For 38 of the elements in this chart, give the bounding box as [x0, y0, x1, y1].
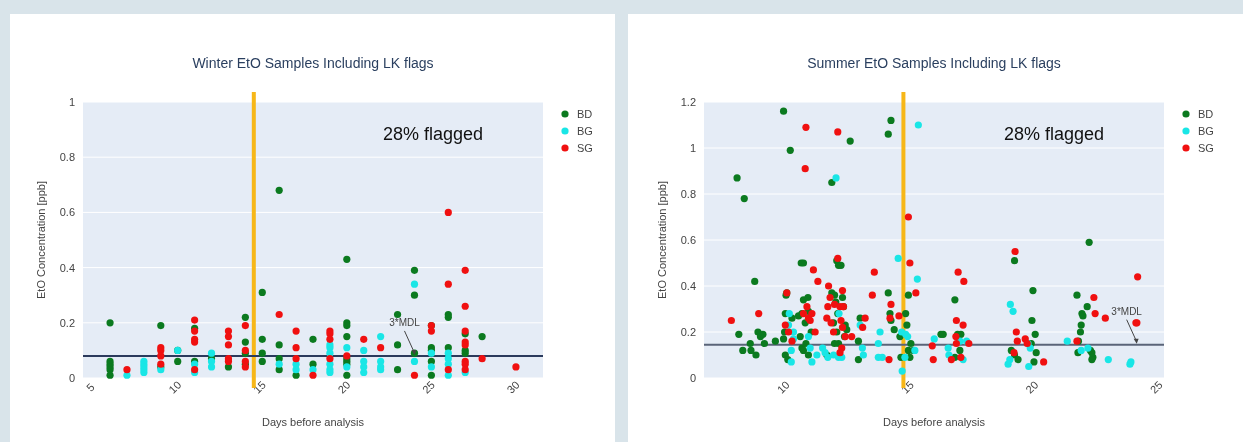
legend-label: BG [577, 125, 593, 137]
y-tick-label: 0.4 [680, 280, 696, 292]
x-tick-label: 20 [335, 378, 353, 396]
x-tick-label: 25 [1147, 378, 1165, 396]
y-tick-label: 1.2 [680, 96, 696, 108]
x-tick-label: 10 [166, 378, 184, 396]
annotation: 28% flagged [382, 124, 483, 144]
y-tick-label: 0.8 [59, 151, 75, 164]
x-tick-label: 5 [83, 380, 97, 394]
x-tick-label: 10 [774, 378, 792, 396]
y-tick-label: 1 [689, 142, 696, 154]
legend-label: BD [1198, 108, 1214, 120]
x-tick-label: 20 [1023, 378, 1041, 396]
legend-label: BD [577, 108, 593, 120]
legend-label: SG [577, 142, 593, 154]
y-tick-label: 1 [68, 96, 75, 108]
y-tick-label: 0.2 [59, 316, 75, 329]
y-axis-title: EtO Concentration [ppb] [35, 180, 47, 300]
annotation: 28% flagged [1003, 124, 1104, 144]
annotation: 3*MDL [389, 316, 421, 328]
y-tick-label: 0 [689, 372, 696, 384]
annotation: 3*MDL [1111, 305, 1143, 317]
y-axis-title: EtO Concentration [ppb] [656, 180, 668, 300]
chart-title: Winter EtO Samples Including LK flags [192, 55, 434, 71]
x-tick-label: 25 [419, 378, 438, 396]
y-tick-label: 0.2 [680, 326, 696, 338]
legend-label: SG [1198, 142, 1214, 154]
y-tick-label: 0.6 [59, 206, 75, 219]
y-tick-label: 0.8 [680, 188, 696, 200]
x-axis-title: Days before analysis [882, 416, 986, 428]
x-tick-label: 15 [250, 378, 269, 396]
y-tick-label: 0.4 [59, 261, 75, 274]
y-tick-label: 0 [68, 372, 75, 384]
x-axis-title: Days before analysis [261, 416, 365, 428]
y-tick-label: 0.6 [680, 234, 696, 246]
chart-title: Summer EtO Samples Including LK flags [807, 55, 1061, 71]
legend-label: BG [1198, 125, 1214, 137]
x-tick-label: 30 [504, 378, 522, 396]
